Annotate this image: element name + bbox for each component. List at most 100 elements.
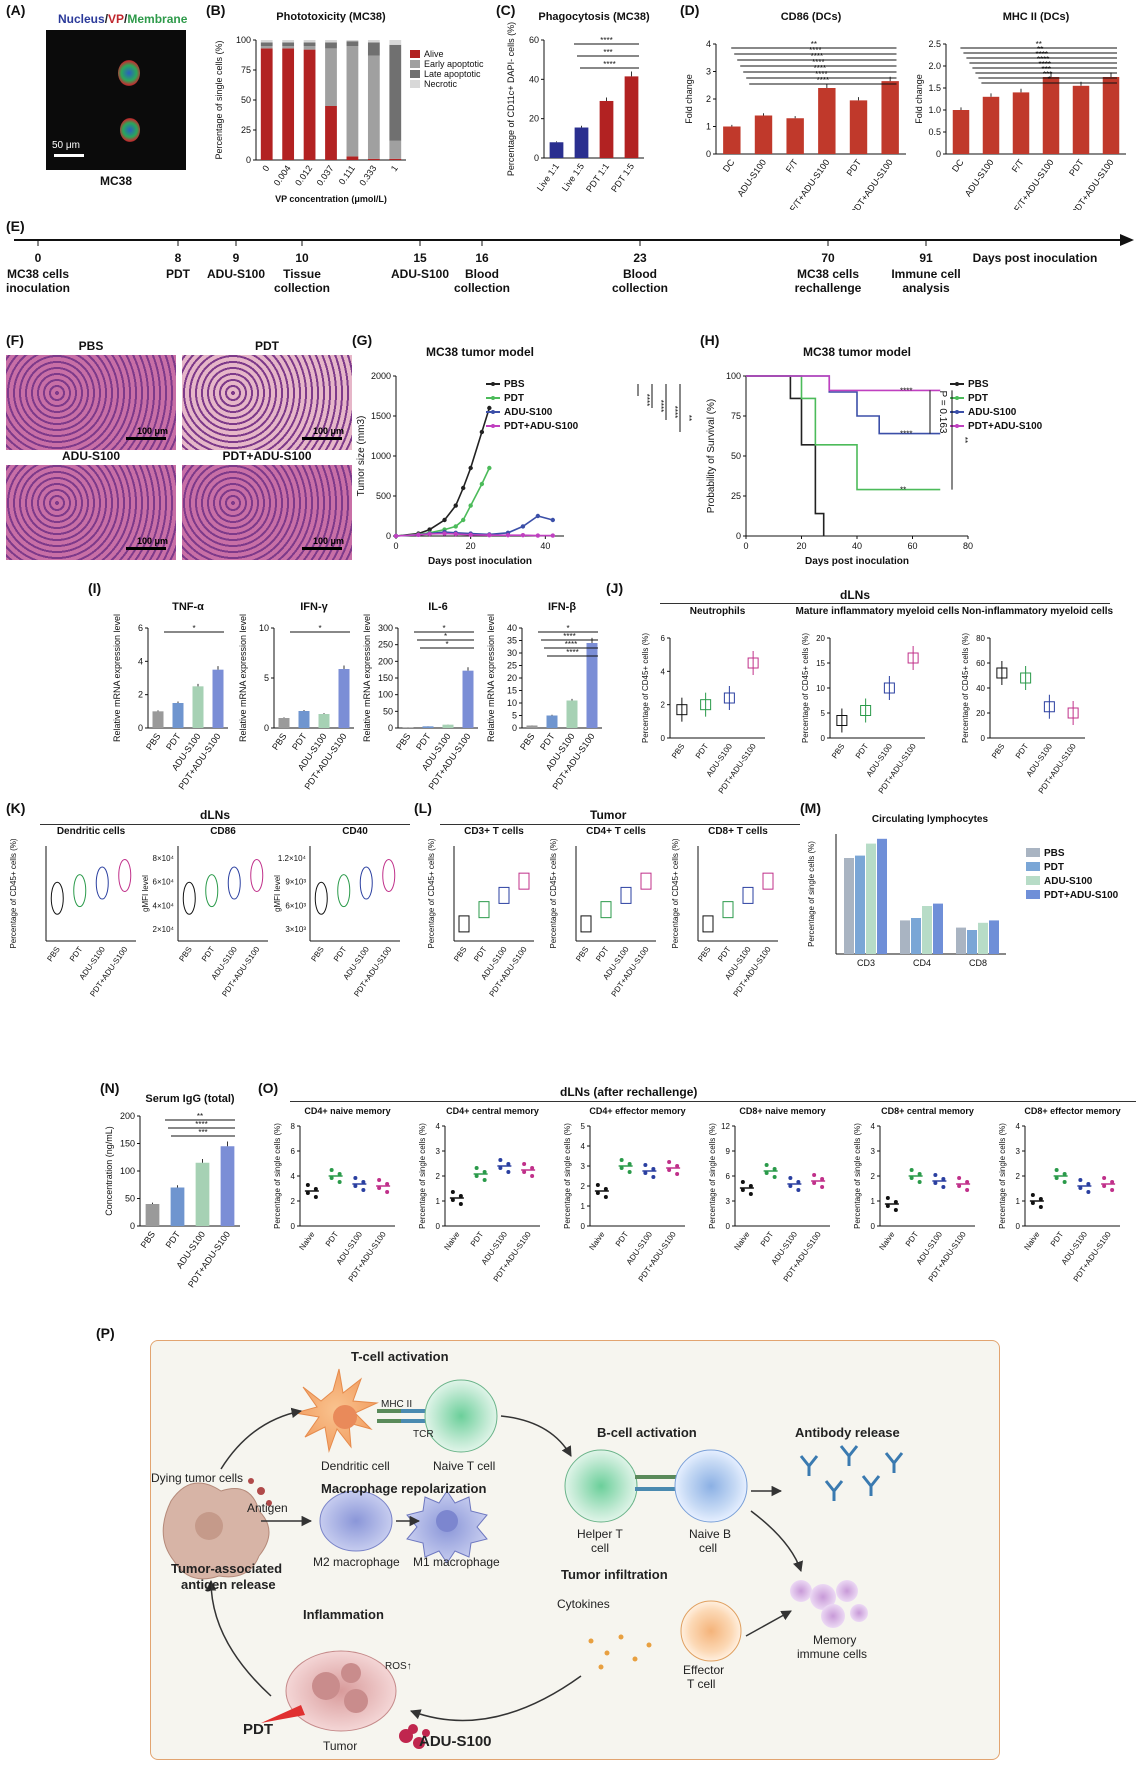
event-label: ADU-S100 [391, 267, 449, 281]
y-axis-label: Probability of Survival (%) [706, 399, 717, 513]
y-tick-label: 3 [726, 1197, 731, 1206]
naive-t-cell-icon [424, 1379, 498, 1453]
y-axis-label: Percentage of single cells (%) [214, 40, 224, 159]
data-point [450, 1190, 455, 1194]
y-tick-label: 250 [378, 640, 393, 650]
data-point [595, 1183, 600, 1187]
y-tick-label: 20 [529, 114, 539, 124]
data-point [965, 1180, 970, 1184]
x-tick-label: 0.111 [337, 163, 357, 186]
y-tick-label: 6×10⁴ [153, 878, 175, 887]
y-tick-label: 2 [1016, 1172, 1021, 1181]
title-part: / [104, 12, 109, 26]
y-tick-label: 0 [138, 723, 143, 733]
y-axis-label: Percentage of CD45+ cells (%) [9, 838, 18, 948]
data-point [941, 1177, 946, 1181]
violin [95, 866, 109, 900]
y-tick-label: 1 [1016, 1197, 1021, 1206]
data-point [627, 1170, 632, 1174]
mhc-receptor [377, 1409, 401, 1413]
chart-title: CD8+ effector memory [1024, 1106, 1120, 1116]
data-point [651, 1167, 656, 1171]
legend-marker [955, 410, 959, 414]
y-tick-label: 10 [816, 684, 825, 693]
bar [338, 669, 350, 728]
y-tick-label: 6 [138, 623, 143, 633]
data-point [1086, 1182, 1091, 1186]
bar [442, 724, 454, 728]
x-tick-label: PDT 1:1 [584, 161, 611, 194]
bar-segment [346, 40, 359, 42]
y-tick-label: 80 [976, 634, 985, 643]
bar [933, 903, 943, 954]
data-point [1110, 1188, 1115, 1192]
y-axis-label: Percentage of single cells (%) [273, 1123, 282, 1229]
x-tick-label: 0 [393, 541, 398, 551]
data-point [427, 527, 432, 532]
y-tick-label: 4 [871, 1122, 876, 1131]
x-tick-label: 0.333 [357, 163, 378, 187]
box [702, 915, 714, 933]
bar-segment [367, 42, 380, 56]
chart-k: Dendritic cells Percentage of CD45+ cells… [9, 826, 400, 998]
sig-label: **** [809, 46, 821, 55]
m1-label: M1 macrophage [413, 1555, 500, 1569]
y-tick-label: 0 [661, 734, 666, 743]
chart-c: Phagocytosis (MC38) 0 20 40 60 Percentage of … [506, 11, 650, 194]
bar-segment [389, 40, 402, 45]
data-point [1102, 1184, 1107, 1188]
legend-marker [955, 396, 959, 400]
sig-label: * [192, 624, 195, 633]
m2-label: M2 macrophage [313, 1555, 400, 1569]
legend-swatch [1026, 890, 1040, 899]
antigen-label: Antigen [247, 1501, 288, 1515]
tumor-label: Tumor [323, 1739, 358, 1753]
y-tick-label: 6 [726, 1172, 731, 1181]
data-point [498, 1158, 503, 1162]
event-day: 16 [475, 251, 489, 265]
x-tick-label: Naive [442, 1230, 461, 1252]
cytokines-label: Cytokines [557, 1597, 610, 1611]
memory-line2: immune cells [797, 1647, 868, 1661]
data-point [530, 1166, 535, 1170]
panel-c-label: (C) [496, 2, 516, 18]
sig-label: ** [1037, 45, 1043, 54]
panel-e-label: (E) [6, 218, 25, 234]
data-point [595, 1191, 600, 1195]
x-tick-label: PDT [164, 731, 183, 752]
legend-marker [955, 382, 959, 386]
y-tick-label: 25 [507, 661, 517, 671]
box [620, 886, 632, 904]
box [640, 872, 652, 890]
sig-label: **** [1038, 60, 1050, 69]
tcr-receptor [401, 1409, 425, 1413]
x-tick-label: PDT [472, 945, 489, 963]
legend-label: PBS [504, 379, 525, 390]
x-tick-label: PBS [309, 945, 326, 963]
y-tick-label: 150 [378, 673, 393, 683]
x-tick-label: PDT [538, 731, 557, 752]
bar [723, 126, 741, 154]
bar [818, 88, 836, 154]
violin [182, 881, 196, 915]
scale-label: 100 μm [312, 426, 344, 436]
x-tick-label: PDT [414, 731, 433, 752]
chart-title: CD86 [210, 826, 236, 837]
data-point [764, 1163, 769, 1167]
legend-marker [491, 396, 495, 400]
y-tick-label: 20 [976, 709, 985, 718]
data-point [468, 532, 473, 537]
bar [318, 714, 330, 728]
chart-title: CD3+ T cells [464, 826, 524, 837]
data-point [305, 1191, 310, 1195]
bar-segment [325, 48, 337, 106]
y-tick-label: 50 [731, 451, 741, 461]
y-tick-label: 1 [706, 122, 711, 132]
sig-label: **** [642, 394, 651, 406]
data-point [1062, 1172, 1067, 1176]
series-line [746, 375, 941, 435]
y-tick-label: 1.2×10⁴ [278, 854, 307, 863]
bar [844, 858, 854, 954]
data-point [474, 1166, 479, 1170]
event-label: collection [274, 281, 330, 295]
